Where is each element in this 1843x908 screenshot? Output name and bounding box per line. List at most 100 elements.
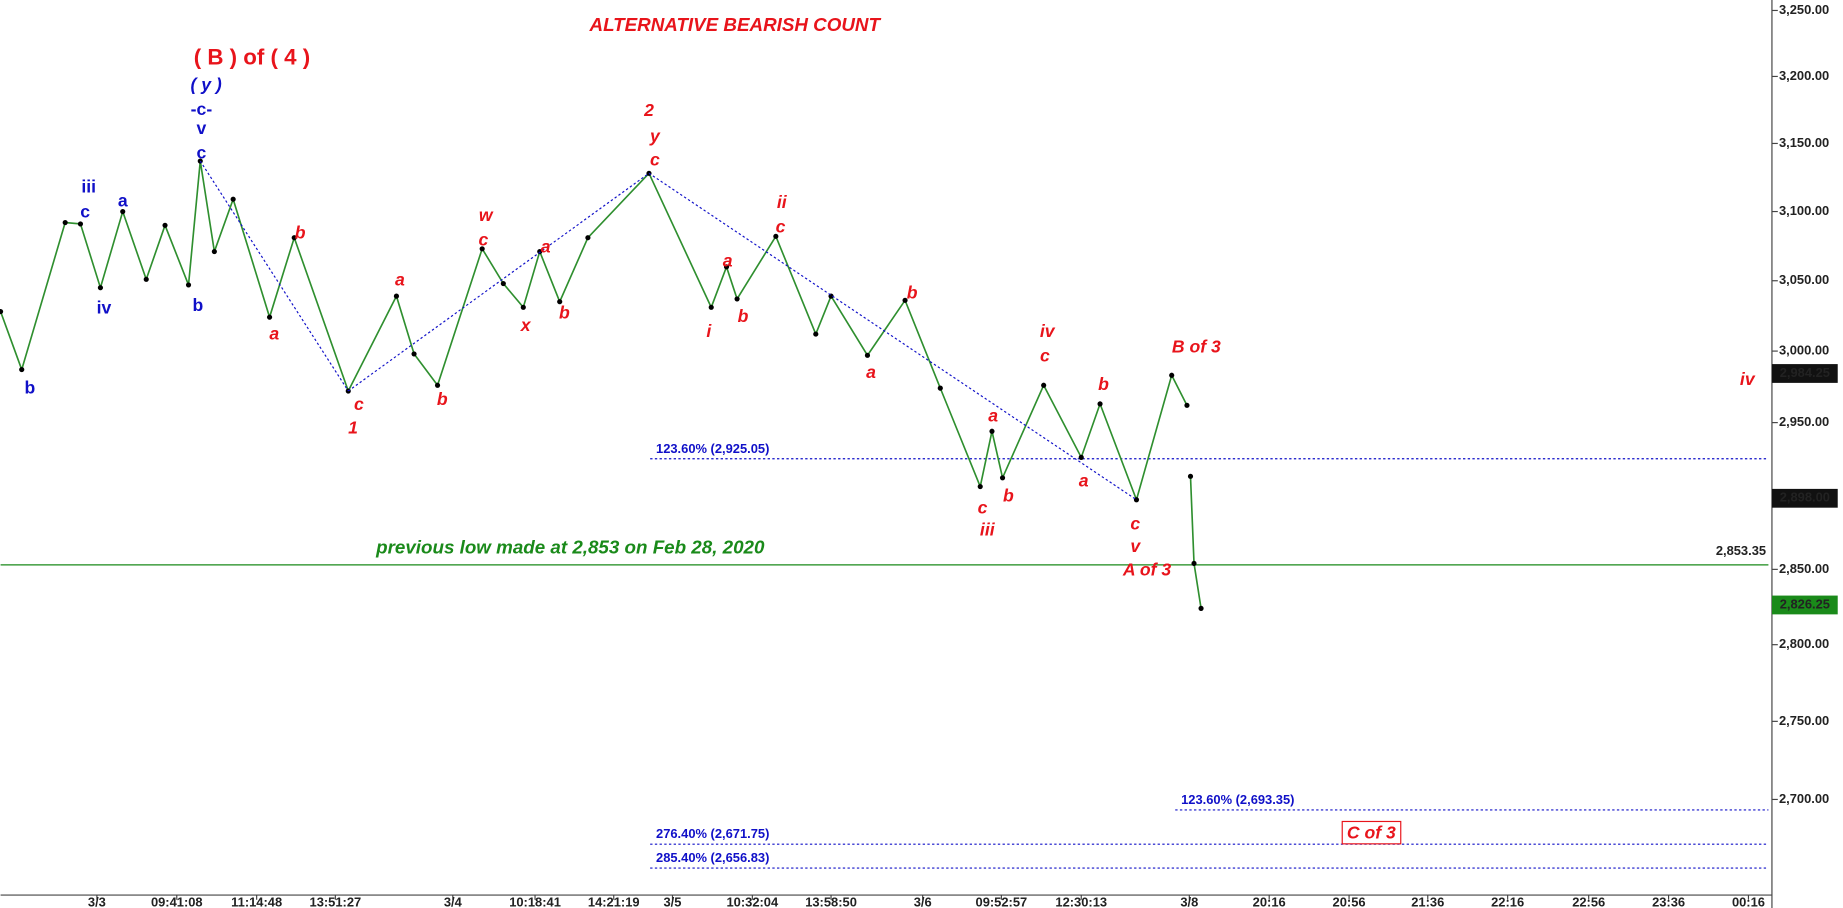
pivot-dot — [120, 208, 126, 215]
pivot-dot — [723, 264, 730, 270]
x-tick-label: 20:56 — [1333, 895, 1366, 908]
pivot-dot — [143, 276, 149, 282]
wave-label: a — [541, 237, 551, 257]
y-tick-label: 3,000.00 — [1779, 342, 1829, 357]
pivot-dot — [162, 222, 168, 228]
pivot-dot — [291, 235, 297, 241]
wave-label: b — [1098, 374, 1109, 394]
wave-label: b — [25, 377, 36, 397]
x-tick-label: 14:21:19 — [588, 895, 640, 908]
wave-label: c — [80, 201, 90, 221]
price-tag — [1771, 488, 1838, 508]
pivot-dot — [479, 246, 485, 252]
wave-label: y — [649, 126, 661, 146]
wave-label: c — [776, 217, 786, 237]
wave-label: 1 — [348, 417, 358, 437]
pivot-dot — [989, 428, 995, 434]
x-tick-label: 13:58:50 — [805, 895, 857, 908]
wave-label: -c- — [191, 99, 213, 119]
wave-label: b — [738, 306, 749, 326]
trend-line — [199, 160, 349, 392]
chart-title: ALTERNATIVE BEARISH COUNT — [589, 14, 882, 35]
wave-label: v — [197, 118, 207, 138]
trend-line — [347, 172, 650, 392]
pivot-dot — [1184, 402, 1190, 408]
fib-label: 123.60% (2,693.35) — [1181, 792, 1294, 807]
x-tick-label: 09:52:57 — [976, 895, 1028, 908]
wave-label: a — [118, 191, 128, 211]
y-tick-label: 3,050.00 — [1779, 272, 1829, 287]
pivot-dot — [773, 233, 779, 239]
pivot-dot — [1097, 401, 1103, 407]
pivot-dot — [557, 299, 563, 305]
wave-label: 2 — [643, 100, 654, 120]
pivot-dot — [708, 304, 714, 310]
pivot-dot — [585, 235, 591, 241]
wave-label: v — [1130, 536, 1141, 556]
wave-label: c — [197, 143, 207, 163]
pivot-dot — [1198, 605, 1204, 611]
pivot-dot — [393, 293, 400, 299]
x-tick-label: 13:51:27 — [310, 895, 362, 908]
fib-label: 276.40% (2,671.75) — [656, 826, 769, 841]
price-tag — [1771, 595, 1838, 615]
pivot-dot — [62, 219, 68, 226]
wave-label: c — [978, 497, 988, 517]
pivot-dot — [1191, 560, 1197, 566]
y-tick-label: 3,250.00 — [1779, 2, 1829, 17]
y-tick-label: 3,150.00 — [1779, 135, 1829, 150]
pivot-dot — [813, 331, 819, 337]
wave-label: iv — [1740, 369, 1756, 389]
x-tick-label: 3/6 — [914, 895, 932, 908]
wave-label: c — [650, 150, 660, 170]
wave-label: c — [1040, 346, 1050, 366]
wave-label: a — [723, 251, 733, 271]
y-tick-label: 2,850.00 — [1779, 561, 1829, 576]
y-tick-label: 3,200.00 — [1779, 68, 1829, 83]
x-tick-label: 00:16 — [1732, 895, 1765, 908]
pivot-dot — [1187, 473, 1194, 479]
pivot-dot — [19, 366, 25, 373]
pivot-dot — [411, 351, 417, 357]
wave-label: ( B ) of ( 4 ) — [194, 45, 310, 70]
pivot-dot — [1169, 372, 1175, 378]
pivot-dot — [77, 221, 84, 227]
pivot-dot — [97, 285, 104, 291]
x-tick-label: 3/5 — [663, 895, 681, 908]
x-tick-label: 23:36 — [1652, 895, 1685, 908]
wave-label: ( y ) — [190, 74, 221, 94]
x-tick-label: 20:16 — [1253, 895, 1286, 908]
x-tick-label: 11:14:48 — [231, 895, 282, 908]
y-tick-label: 2,800.00 — [1779, 636, 1829, 651]
wave-label: iv — [97, 298, 112, 318]
price-tag-label: 2,826.25 — [1780, 596, 1830, 611]
wave-label: c — [354, 394, 364, 414]
pivot-dot — [211, 248, 217, 255]
x-tick-label: 10:32:04 — [727, 895, 779, 908]
wave-label: b — [437, 389, 448, 409]
pivot-dot — [520, 304, 526, 310]
price-tag-label: 2,898.00 — [1780, 490, 1830, 505]
x-tick-label: 3/3 — [88, 895, 106, 908]
wave-label: b — [1003, 486, 1014, 506]
x-tick-label: 12:30:13 — [1055, 895, 1107, 908]
reference-label: previous low made at 2,853 on Feb 28, 20… — [375, 536, 765, 557]
wave-label: a — [395, 269, 405, 289]
wave-label: c — [478, 229, 488, 249]
fib-label: 285.40% (2,656.83) — [656, 850, 769, 865]
wave-label: x — [520, 315, 532, 335]
trend-line — [648, 172, 1137, 501]
pivot-dot — [864, 352, 871, 358]
wave-label: a — [988, 406, 998, 426]
pivot-dot — [0, 308, 4, 315]
wave-label: c — [1130, 514, 1140, 534]
wave-label: i — [706, 321, 712, 341]
x-tick-label: 10:18:41 — [509, 895, 561, 908]
pivot-dot — [185, 282, 192, 288]
fib-label: 123.60% (2,925.05) — [656, 441, 769, 456]
x-tick-label: 3/4 — [444, 895, 463, 908]
wave-label: A of 3 — [1122, 560, 1171, 580]
wave-label: iii — [980, 520, 996, 540]
pivot-dot — [977, 483, 983, 490]
